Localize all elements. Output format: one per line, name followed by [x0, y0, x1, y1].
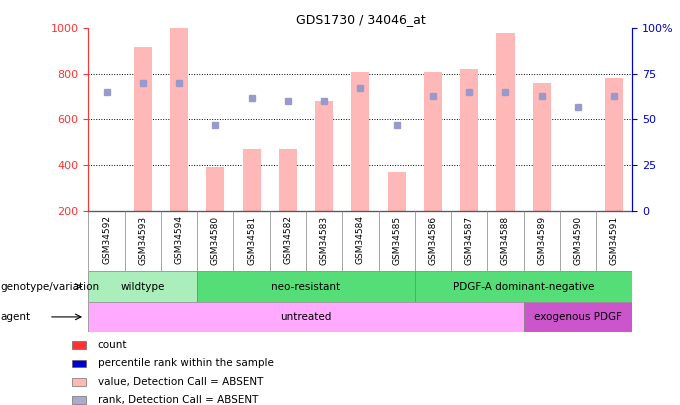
Bar: [388, 172, 406, 211]
Bar: [496, 33, 515, 211]
Text: exogenous PDGF: exogenous PDGF: [534, 312, 622, 322]
Text: count: count: [98, 340, 127, 350]
Text: GSM34590: GSM34590: [573, 215, 583, 264]
Text: wildtype: wildtype: [120, 281, 165, 292]
Text: GSM34592: GSM34592: [102, 215, 111, 264]
Text: genotype/variation: genotype/variation: [0, 281, 99, 292]
Text: agent: agent: [0, 312, 30, 322]
Bar: [72, 360, 86, 367]
Bar: [524, 302, 632, 332]
Text: rank, Detection Call = ABSENT: rank, Detection Call = ABSENT: [98, 395, 258, 405]
Text: neo-resistant: neo-resistant: [271, 281, 341, 292]
Bar: [72, 396, 86, 404]
Bar: [197, 271, 415, 302]
Bar: [243, 149, 260, 211]
Text: GSM34585: GSM34585: [392, 215, 401, 264]
Bar: [88, 302, 524, 332]
Bar: [605, 79, 624, 211]
Bar: [415, 271, 632, 302]
Text: GSM34588: GSM34588: [501, 215, 510, 264]
Text: GSM34582: GSM34582: [284, 215, 292, 264]
Text: GSM34583: GSM34583: [320, 215, 328, 264]
Bar: [460, 69, 478, 211]
Bar: [424, 72, 442, 211]
Text: GSM34586: GSM34586: [428, 215, 437, 264]
Bar: [315, 101, 333, 211]
Bar: [72, 341, 86, 349]
Bar: [170, 28, 188, 211]
Bar: [352, 72, 369, 211]
Text: GSM34580: GSM34580: [211, 215, 220, 264]
Bar: [134, 47, 152, 211]
Bar: [206, 167, 224, 211]
Text: percentile rank within the sample: percentile rank within the sample: [98, 358, 273, 369]
Bar: [532, 83, 551, 211]
Text: GSM34584: GSM34584: [356, 215, 365, 264]
Text: value, Detection Call = ABSENT: value, Detection Call = ABSENT: [98, 377, 263, 387]
Text: GSM34591: GSM34591: [610, 215, 619, 264]
Text: PDGF-A dominant-negative: PDGF-A dominant-negative: [453, 281, 594, 292]
Text: GSM34594: GSM34594: [175, 215, 184, 264]
Title: GDS1730 / 34046_at: GDS1730 / 34046_at: [296, 13, 425, 26]
Bar: [279, 149, 297, 211]
Bar: [88, 271, 197, 302]
Text: untreated: untreated: [280, 312, 332, 322]
Text: GSM34581: GSM34581: [247, 215, 256, 264]
Bar: [72, 378, 86, 386]
Text: GSM34587: GSM34587: [464, 215, 474, 264]
Text: GSM34589: GSM34589: [537, 215, 546, 264]
Text: GSM34593: GSM34593: [138, 215, 148, 264]
